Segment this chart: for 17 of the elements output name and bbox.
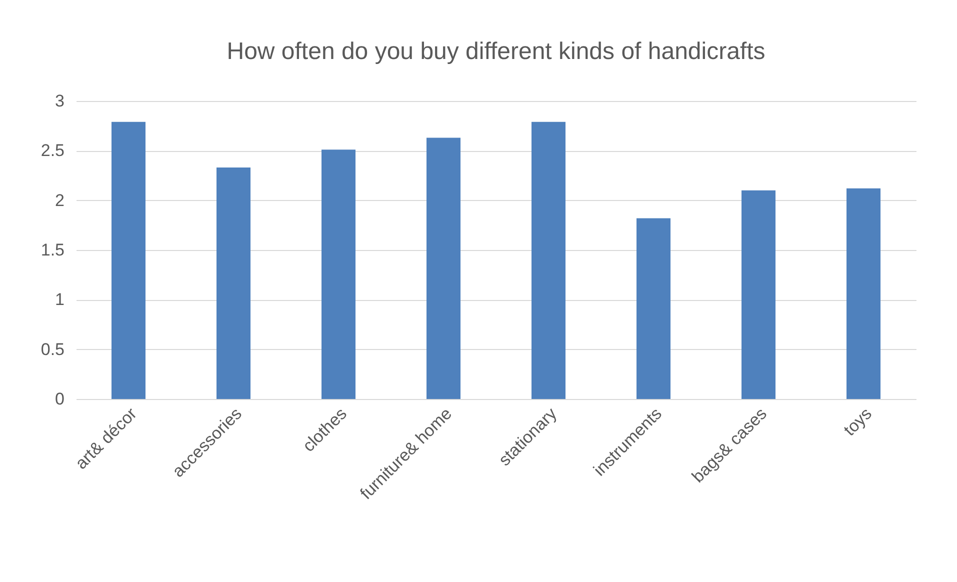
x-tick-label: toys bbox=[840, 404, 876, 440]
y-tick-label: 1.5 bbox=[40, 240, 64, 260]
chart-title: How often do you buy different kinds of handicrafts bbox=[226, 38, 766, 65]
bar bbox=[112, 122, 146, 399]
y-tick-label: 0.5 bbox=[40, 340, 64, 359]
bar bbox=[216, 168, 250, 399]
bar bbox=[846, 188, 880, 399]
y-tick-label: 1 bbox=[55, 290, 64, 310]
y-tick-label: 3 bbox=[55, 92, 64, 110]
y-tick-label: 0 bbox=[55, 390, 64, 408]
bar bbox=[426, 138, 460, 399]
bar bbox=[322, 150, 356, 399]
y-tick-label: 2 bbox=[55, 190, 64, 210]
bar bbox=[636, 218, 670, 399]
bar bbox=[742, 190, 776, 399]
bar bbox=[532, 122, 566, 399]
y-tick-label: 2.5 bbox=[40, 141, 64, 160]
